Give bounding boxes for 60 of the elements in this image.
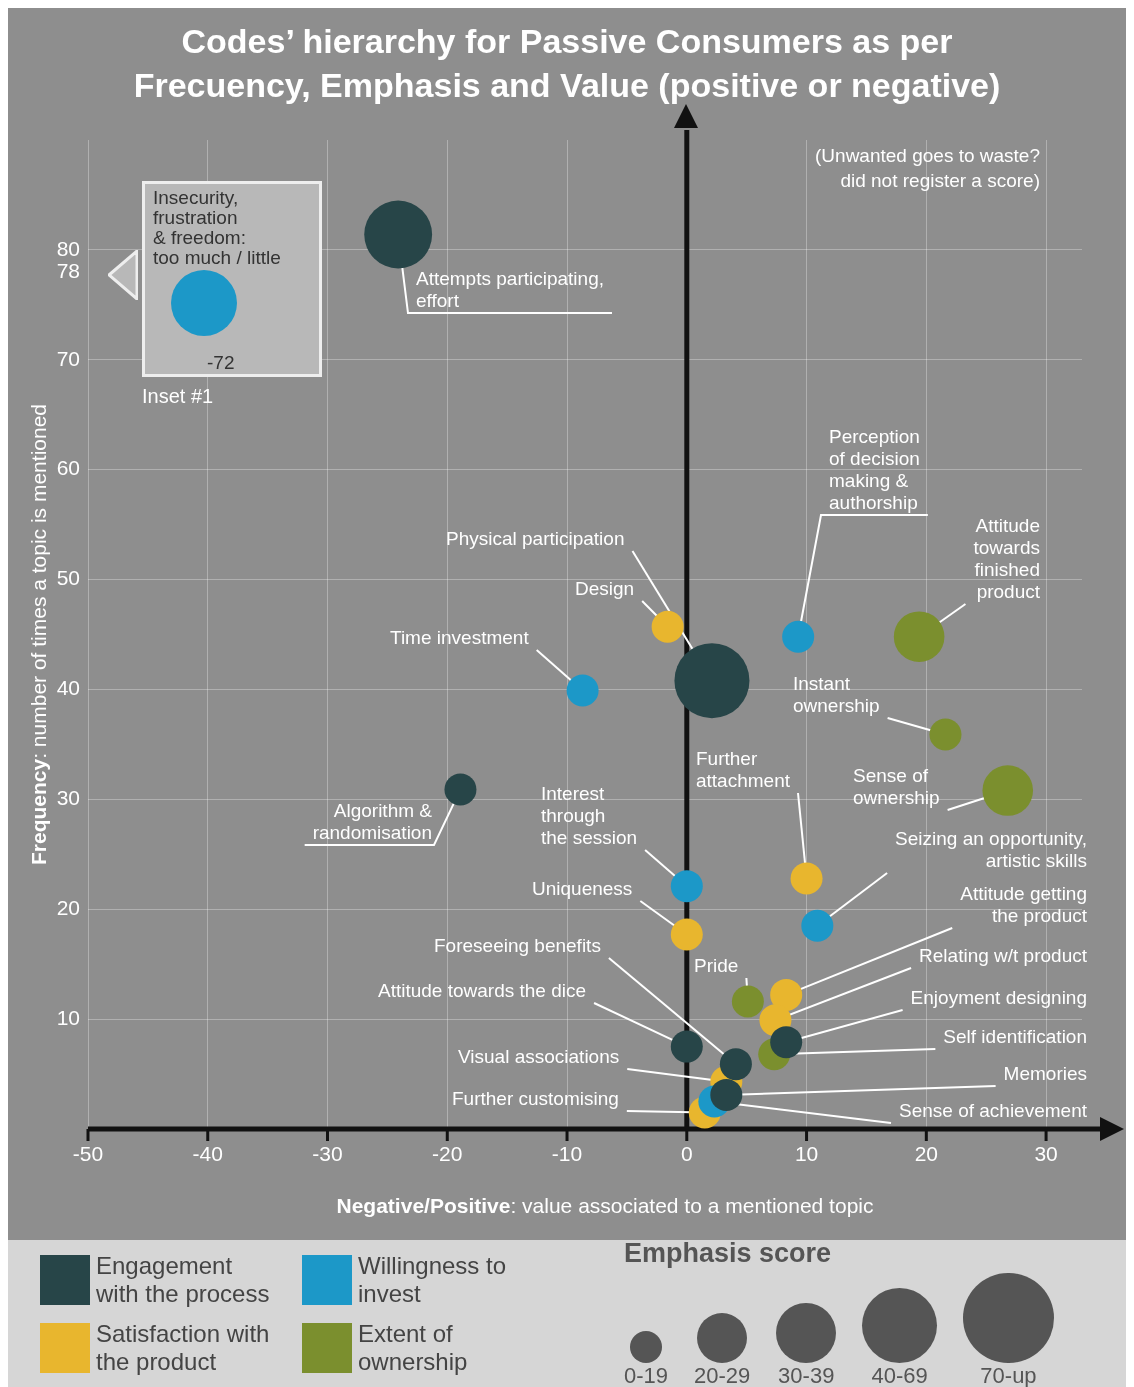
annotation: Pride [694, 955, 739, 976]
x-axis-title: Negative/Positive: value associated to a mentioned topic [336, 1194, 874, 1217]
annotation: Seizing an opportunity, artistic skills [895, 828, 1087, 871]
legend-label: 20-29 [694, 1363, 751, 1387]
legend-label: Extent of ownership [358, 1319, 469, 1376]
legend-label: 0-19 [624, 1363, 669, 1387]
y-tick-label: 70 [56, 346, 80, 370]
x-tick-label: 10 [794, 1142, 819, 1166]
x-tick-label: 20 [914, 1142, 938, 1166]
annotation: Algorithm & randomisation [312, 800, 433, 843]
annotation: Physical participation [446, 528, 625, 549]
x-tick-label: -40 [192, 1142, 223, 1166]
annotation: -72 [207, 352, 235, 374]
annotation: Self identification [943, 1026, 1087, 1047]
annotation: Attitude getting the product [960, 883, 1088, 926]
legend-label: 70-up [980, 1363, 1037, 1387]
y-tick-label: 40 [56, 676, 80, 700]
y-tick-label: 30 [56, 786, 80, 810]
legend-label: 30-39 [778, 1363, 835, 1387]
x-tick-label: 30 [1034, 1142, 1058, 1166]
x-tick-label: 0 [680, 1142, 693, 1166]
legend-label: Willingness to invest [358, 1251, 508, 1308]
annotation: Attempts participating, effort [416, 268, 604, 311]
y-tick-label: 80 [56, 236, 80, 260]
x-tick-label: -10 [551, 1142, 583, 1166]
x-tick-label: -20 [432, 1142, 463, 1166]
annotation: Instant ownership [793, 673, 880, 716]
annotation: Attitude towards finished product [973, 515, 1041, 602]
legend-title: Emphasis score [624, 1237, 833, 1269]
annotation: Sense of ownership [853, 765, 940, 808]
legend-label: 40-69 [871, 1363, 928, 1387]
annotation: Attitude towards the dice [378, 980, 587, 1001]
annotation: Time investment [390, 627, 530, 648]
legend-label: Engagement with the process [96, 1251, 271, 1308]
annotation: Further customising [452, 1088, 619, 1109]
inset-box: Insecurity, frustration & freedom: too much / little -72 [142, 181, 322, 377]
annotation: Memories [1003, 1063, 1087, 1084]
y-tick-label: 78 [56, 258, 80, 282]
annotation: Inset #1 [142, 385, 214, 408]
chart-title: Codes’ hierarchy for Passive Consumers as per Frecuency, Emphasis and Value (positive or negative) [133, 22, 1001, 104]
annotation: Sense of achievement [898, 1100, 1088, 1121]
y-tick-label: 50 [56, 566, 80, 590]
annotation: Design [575, 578, 635, 599]
annotation: Insecurity, frustration & freedom: too much / little [153, 187, 281, 268]
y-axis-title: Frequency: number of times a topic is mentioned [27, 403, 50, 866]
x-tick-label: -50 [72, 1142, 104, 1166]
annotation: Foreseeing benefits [434, 935, 601, 956]
x-tick-label: -30 [312, 1142, 343, 1166]
y-tick-label: 10 [56, 1005, 80, 1029]
legend-label: Satisfaction with the product [96, 1319, 271, 1376]
y-tick-label: 20 [56, 896, 80, 920]
annotation: Relating w/t product [919, 945, 1088, 966]
annotation: Enjoyment designing [910, 987, 1087, 1008]
annotation: Interest through the session [541, 783, 638, 848]
annotation: Visual associations [458, 1046, 620, 1067]
annotation: Perception of decision making & authorship [829, 426, 920, 513]
annotation: Uniqueness [532, 878, 633, 899]
annotation: (Unwanted goes to waste? did not register a score) [815, 145, 1040, 191]
y-tick-label: 60 [56, 456, 80, 480]
annotation: Further attachment [696, 748, 791, 791]
